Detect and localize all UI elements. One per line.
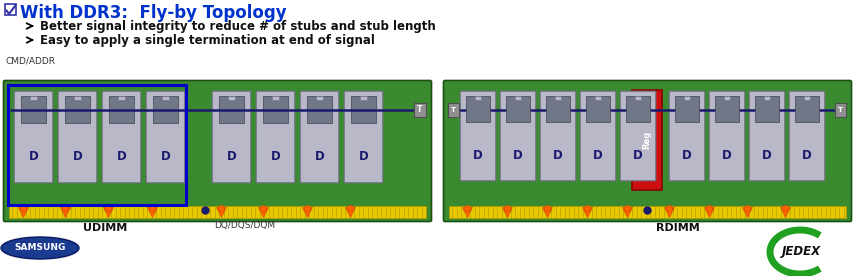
Bar <box>635 96 641 100</box>
Bar <box>30 96 37 100</box>
Bar <box>715 96 739 122</box>
Bar <box>449 206 846 218</box>
Text: D: D <box>28 150 39 163</box>
FancyBboxPatch shape <box>3 81 432 222</box>
Bar <box>632 90 662 190</box>
FancyBboxPatch shape <box>541 91 576 181</box>
Text: D: D <box>682 149 692 162</box>
FancyBboxPatch shape <box>58 91 97 183</box>
Text: Easy to apply a single termination at end of signal: Easy to apply a single termination at en… <box>40 34 375 47</box>
Text: Better signal integrity to reduce # of stubs and stub length: Better signal integrity to reduce # of s… <box>40 20 436 33</box>
Text: D: D <box>73 150 82 163</box>
FancyBboxPatch shape <box>620 91 656 181</box>
Bar <box>360 96 367 100</box>
Bar <box>475 96 481 100</box>
Bar <box>21 96 46 123</box>
Bar <box>414 103 426 117</box>
FancyBboxPatch shape <box>749 91 785 181</box>
FancyBboxPatch shape <box>102 91 141 183</box>
Text: JEDEX: JEDEX <box>782 245 822 259</box>
Bar <box>64 96 90 123</box>
Bar <box>795 96 819 122</box>
Bar <box>675 96 699 122</box>
Text: D: D <box>762 149 772 162</box>
Bar <box>5 4 16 15</box>
Bar <box>9 206 426 218</box>
FancyBboxPatch shape <box>300 91 339 183</box>
Bar <box>118 96 125 100</box>
Text: D: D <box>722 149 732 162</box>
Bar <box>351 96 377 123</box>
FancyBboxPatch shape <box>789 91 825 181</box>
Text: D: D <box>802 149 812 162</box>
FancyBboxPatch shape <box>500 91 535 181</box>
Bar <box>153 96 178 123</box>
Text: D: D <box>359 150 368 163</box>
Text: UDIMM: UDIMM <box>83 223 127 233</box>
FancyBboxPatch shape <box>212 91 251 183</box>
Text: D: D <box>513 149 523 162</box>
FancyBboxPatch shape <box>669 91 704 181</box>
Text: D: D <box>315 150 324 163</box>
Bar <box>466 96 490 122</box>
Bar <box>804 96 810 100</box>
Bar <box>586 96 610 122</box>
Bar <box>546 96 570 122</box>
Text: T: T <box>838 107 843 113</box>
Bar <box>306 96 332 123</box>
Text: D: D <box>473 149 483 162</box>
Text: D: D <box>160 150 171 163</box>
FancyBboxPatch shape <box>257 91 295 183</box>
Bar <box>724 96 730 100</box>
Bar <box>755 96 779 122</box>
FancyBboxPatch shape <box>15 91 53 183</box>
Text: D: D <box>633 149 643 162</box>
Bar <box>219 96 245 123</box>
Bar <box>835 103 846 117</box>
Bar <box>684 96 690 100</box>
FancyBboxPatch shape <box>344 91 383 183</box>
Bar <box>263 96 288 123</box>
Text: CMD/ADDR: CMD/ADDR <box>5 57 55 66</box>
Text: SAMSUNG: SAMSUNG <box>15 243 66 253</box>
Text: D: D <box>117 150 126 163</box>
Bar <box>75 96 81 100</box>
FancyBboxPatch shape <box>444 81 851 222</box>
Bar <box>448 103 459 117</box>
Ellipse shape <box>1 237 79 259</box>
Bar <box>317 96 323 100</box>
Text: With DDR3:  Fly-by Topology: With DDR3: Fly-by Topology <box>20 4 287 22</box>
Bar <box>272 96 279 100</box>
Bar <box>109 96 135 123</box>
Text: D: D <box>227 150 236 163</box>
Text: D: D <box>553 149 563 162</box>
Bar <box>764 96 770 100</box>
Text: T: T <box>417 105 423 115</box>
Text: RDIMM: RDIMM <box>656 223 699 233</box>
Bar <box>595 96 601 100</box>
Bar <box>626 96 650 122</box>
Bar <box>506 96 530 122</box>
Text: Reg: Reg <box>643 131 651 149</box>
Text: T: T <box>451 107 456 113</box>
Bar <box>515 96 521 100</box>
Bar <box>162 96 169 100</box>
Bar <box>8 85 186 205</box>
FancyBboxPatch shape <box>580 91 616 181</box>
FancyBboxPatch shape <box>460 91 496 181</box>
Text: D: D <box>270 150 281 163</box>
Bar <box>555 96 561 100</box>
FancyBboxPatch shape <box>146 91 184 183</box>
Bar <box>228 96 235 100</box>
Text: D: D <box>593 149 603 162</box>
FancyBboxPatch shape <box>710 91 745 181</box>
Text: DQ/DQS/DQM: DQ/DQS/DQM <box>214 221 275 230</box>
